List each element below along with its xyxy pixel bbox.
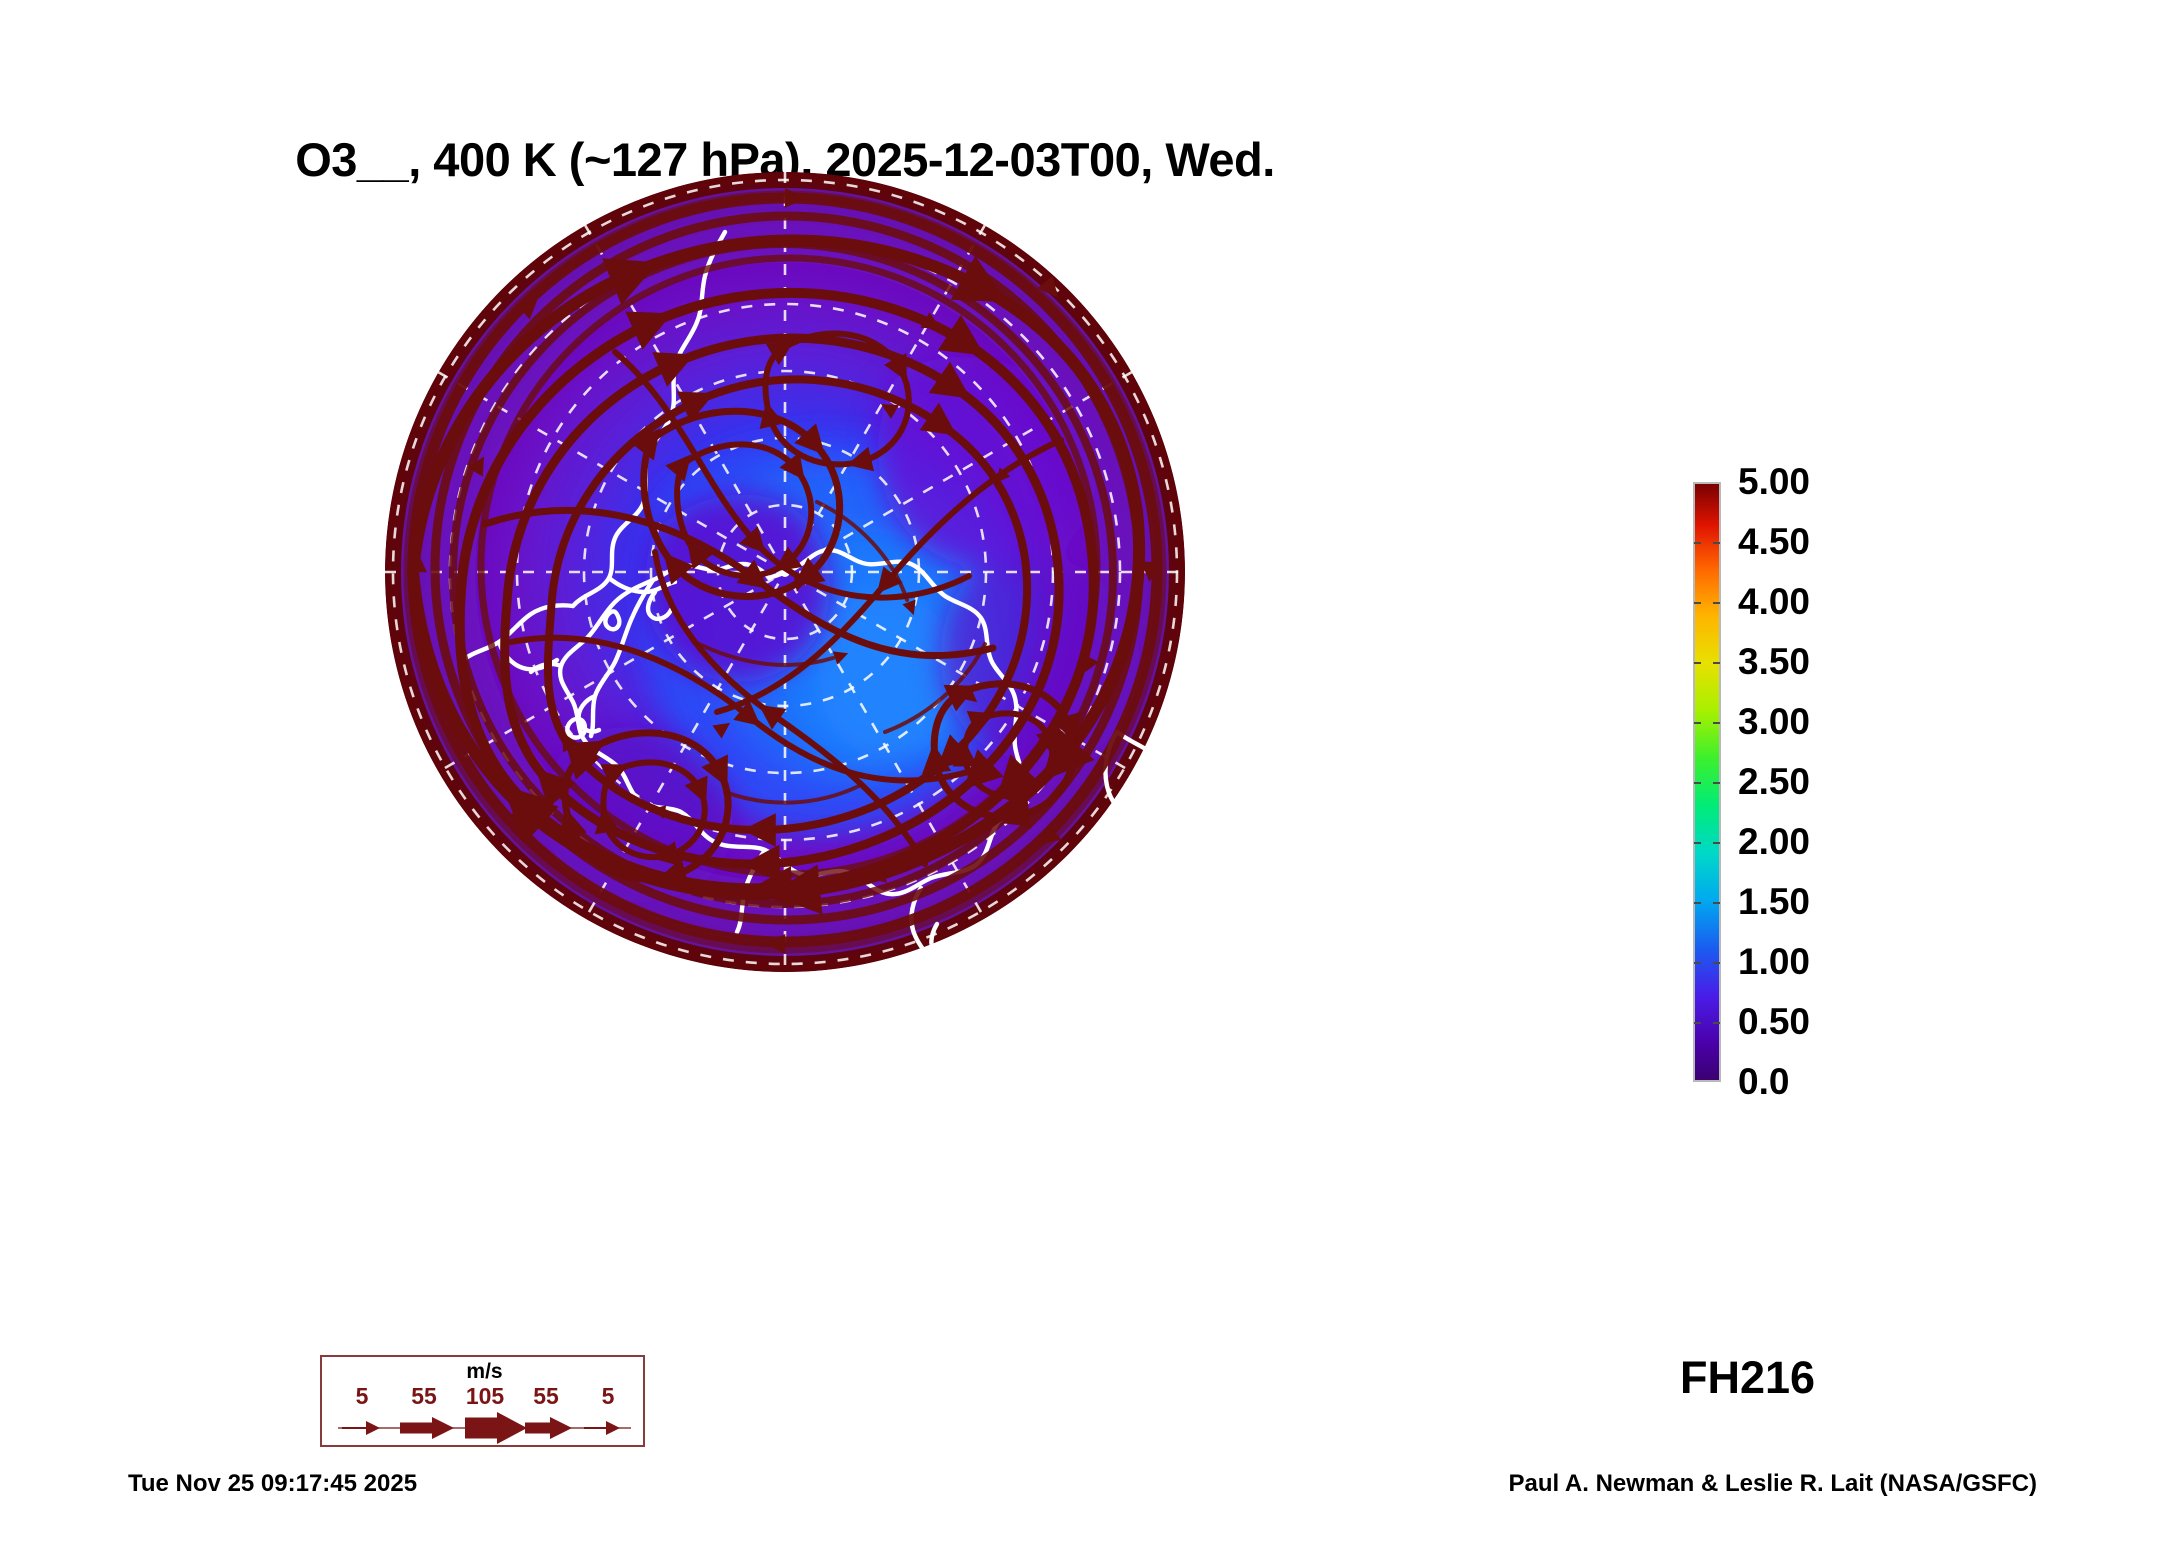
colorbar-label: 0.50 <box>1738 1001 1811 1042</box>
colorbar-label: 4.00 <box>1738 581 1811 622</box>
colorbar-label: 3.00 <box>1738 701 1811 742</box>
colorbar-label: 5.00 <box>1738 461 1811 502</box>
colorbar-tick <box>1713 722 1720 724</box>
footer-timestamp: Tue Nov 25 09:17:45 2025 <box>128 1470 418 1497</box>
streamline-arrowheads <box>407 188 1161 954</box>
colorbar-tick <box>1713 542 1720 544</box>
map-field <box>385 172 1185 972</box>
colorbar-tick <box>1713 842 1720 844</box>
wind-key-value: 55 <box>411 1383 437 1409</box>
wind-speed-key: m/s 5 55 105 55 5 <box>320 1355 645 1447</box>
colorbar-tick <box>1694 1022 1701 1024</box>
wind-key-value: 5 <box>355 1383 369 1409</box>
wind-key-value: 105 <box>465 1383 505 1409</box>
forecast-hour-label: FH216 <box>1680 1352 1816 1403</box>
colorbar-tick <box>1713 962 1720 964</box>
colorbar-tick <box>1713 1022 1720 1024</box>
wind-key-unit-label: m/s <box>466 1360 503 1383</box>
colorbar-label: 1.50 <box>1738 881 1811 922</box>
wind-key-value: 55 <box>533 1383 559 1409</box>
map-panel <box>365 172 1205 972</box>
colorbar-label: 4.50 <box>1738 521 1811 562</box>
colorbar-tick <box>1694 722 1701 724</box>
colorbar-label: 1.00 <box>1738 941 1811 982</box>
colorbar-tick <box>1713 602 1720 604</box>
polar-stereographic-globe <box>365 172 1205 972</box>
colorbar-label: 2.50 <box>1738 761 1811 802</box>
colorbar-label: 0.0 <box>1738 1061 1790 1102</box>
colorbar-tick <box>1694 602 1701 604</box>
colorbar-tick <box>1694 782 1701 784</box>
colorbar-tick <box>1713 662 1720 664</box>
colorbar-tick <box>1694 542 1701 544</box>
colorbar-tick <box>1694 842 1701 844</box>
colorbar-tick <box>1694 662 1701 664</box>
wind-key-arrow-scale <box>338 1412 631 1444</box>
colorbar-tick <box>1713 902 1720 904</box>
colorbar-tick <box>1694 902 1701 904</box>
colorbar-label: 2.00 <box>1738 821 1811 862</box>
colorbar-label: 3.50 <box>1738 641 1811 682</box>
colorbar-tick <box>1694 962 1701 964</box>
colorbar-tick <box>1713 782 1720 784</box>
wind-key-value: 5 <box>601 1383 615 1409</box>
colorbar: 5.00 4.50 4.00 3.50 3.00 2.50 2.00 1.50 … <box>1690 461 1990 1102</box>
footer-credit: Paul A. Newman & Leslie R. Lait (NASA/GS… <box>1508 1470 2037 1497</box>
